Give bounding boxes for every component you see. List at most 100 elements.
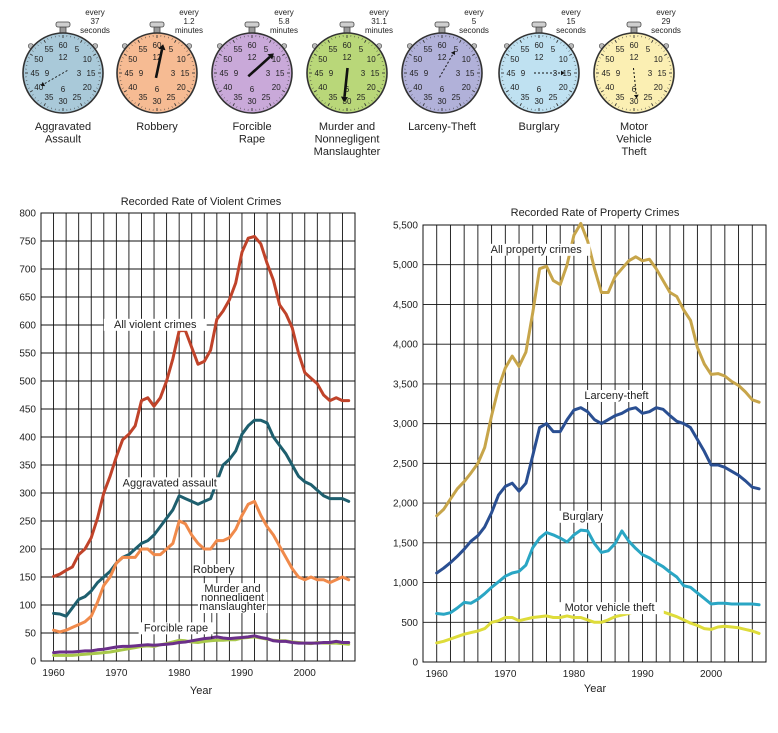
stopwatch-crown xyxy=(626,21,642,28)
stopwatch-tick xyxy=(413,97,416,99)
y-tick-label: 2,000 xyxy=(393,499,418,510)
dial-number: 40 xyxy=(605,83,614,92)
dial-number: 20 xyxy=(367,83,376,92)
stopwatch-tick xyxy=(611,42,613,44)
stopwatch-tick xyxy=(331,106,333,108)
stopwatch-tick xyxy=(327,103,330,107)
dial-number: 40 xyxy=(34,83,43,92)
dial-number: 3 xyxy=(361,69,366,78)
y-tick-label: 150 xyxy=(19,573,36,584)
stopwatch-tick xyxy=(416,44,418,47)
stopwatch-tick xyxy=(181,99,183,102)
y-tick-label: 4,000 xyxy=(393,340,418,351)
dial-number: 40 xyxy=(223,83,232,92)
stopwatch-tick xyxy=(513,44,515,47)
dial-number: 15 xyxy=(276,69,285,78)
stopwatch-tick xyxy=(655,102,657,104)
stopwatch-tick xyxy=(318,97,321,99)
dial-number: 6 xyxy=(250,85,255,94)
stopwatch-tick xyxy=(178,102,180,104)
stopwatch-tick xyxy=(183,47,186,49)
stopwatch-tick xyxy=(660,47,663,49)
stopwatch-tick xyxy=(505,90,509,93)
annotation-background xyxy=(559,510,607,523)
series-line xyxy=(435,221,761,518)
dial-number: 20 xyxy=(272,83,281,92)
dial-number: 50 xyxy=(128,55,137,64)
stopwatch-tick xyxy=(171,106,173,108)
series-line xyxy=(435,406,761,575)
dial-number: 60 xyxy=(535,41,544,50)
stopwatch-tick xyxy=(667,57,669,59)
dial-number: 9 xyxy=(521,69,526,78)
dial-number: 45 xyxy=(602,69,611,78)
plot-frame xyxy=(40,212,356,662)
y-tick-label: 4,500 xyxy=(393,300,418,311)
y-tick-label: 750 xyxy=(19,237,36,248)
stopwatch-stem xyxy=(343,26,351,34)
y-tick-label: 550 xyxy=(19,349,36,360)
stopwatch-tick xyxy=(603,94,605,96)
crime-type-label: Assault xyxy=(45,134,81,146)
stopwatch-tick xyxy=(278,97,281,99)
x-tick-label: 1990 xyxy=(631,669,654,680)
stopwatch-tick xyxy=(411,50,413,52)
y-tick-label: 3,500 xyxy=(393,379,418,390)
stopwatch-tick xyxy=(605,47,608,49)
stopwatch-tick xyxy=(618,106,620,108)
stopwatch-tick xyxy=(187,90,191,93)
stopwatch-tick xyxy=(217,87,219,89)
stopwatch-tick xyxy=(651,39,654,43)
y-tick-label: 300 xyxy=(19,489,36,500)
stopwatch-tick xyxy=(568,50,570,52)
stopwatch-tick xyxy=(29,90,33,93)
stopwatch-tick xyxy=(47,38,49,40)
stopwatch-tick xyxy=(183,97,186,99)
stopwatch-tick xyxy=(560,102,562,104)
dial-number: 30 xyxy=(343,97,352,106)
dial-number: 6 xyxy=(632,85,637,94)
annotation-background xyxy=(579,390,654,403)
dial-number: 20 xyxy=(559,83,568,92)
y-tick-label: 100 xyxy=(19,601,36,612)
stopwatch-tick xyxy=(89,97,92,99)
stopwatch-tick xyxy=(96,87,98,89)
dial-number: 25 xyxy=(73,93,82,102)
stopwatch-tick xyxy=(614,103,617,107)
series-annotation: manslaughter xyxy=(199,601,266,613)
clock-unit-text: seconds xyxy=(80,26,110,35)
stopwatch-tick xyxy=(667,87,669,89)
stopwatch-tick xyxy=(37,44,39,47)
violent-crimes-chart: Recorded Rate of Violent Crimes 0 50 100 15… xyxy=(19,196,356,697)
stopwatch-tick xyxy=(77,38,79,40)
stopwatch-tick xyxy=(471,94,473,96)
violent-chart-title: Recorded Rate of Violent Crimes xyxy=(121,196,282,208)
stopwatch-tick xyxy=(377,53,381,56)
stopwatch-tick xyxy=(141,38,143,40)
stopwatch-tick xyxy=(475,57,477,59)
stopwatch-tick xyxy=(218,90,222,93)
stopwatch-tick xyxy=(312,87,314,89)
property-chart-title: Recorded Rate of Property Crimes xyxy=(511,207,680,219)
series-line xyxy=(435,605,761,645)
series-annotation: Motor vehicle theft xyxy=(565,602,655,614)
y-tick-label: 0 xyxy=(412,658,418,669)
series-line xyxy=(52,634,351,655)
stopwatch-tick xyxy=(600,53,604,56)
stopwatch-crown xyxy=(149,21,165,28)
stopwatch-tick xyxy=(29,53,33,56)
dial-number: 55 xyxy=(521,45,530,54)
crime-type-label: Manslaughter xyxy=(314,146,381,158)
stopwatch-tick xyxy=(221,94,223,96)
stopwatch-tick xyxy=(40,42,42,44)
stopwatch-tick xyxy=(380,87,382,89)
y-tick-label: 600 xyxy=(19,321,36,332)
stopwatch-crown xyxy=(434,21,450,28)
stopwatch-tick xyxy=(137,103,140,107)
dial-number: 20 xyxy=(177,83,186,92)
stopwatch-tick xyxy=(28,57,30,59)
clock-interval-text: 31.1 xyxy=(371,17,387,26)
stopwatch-tick xyxy=(377,90,381,93)
